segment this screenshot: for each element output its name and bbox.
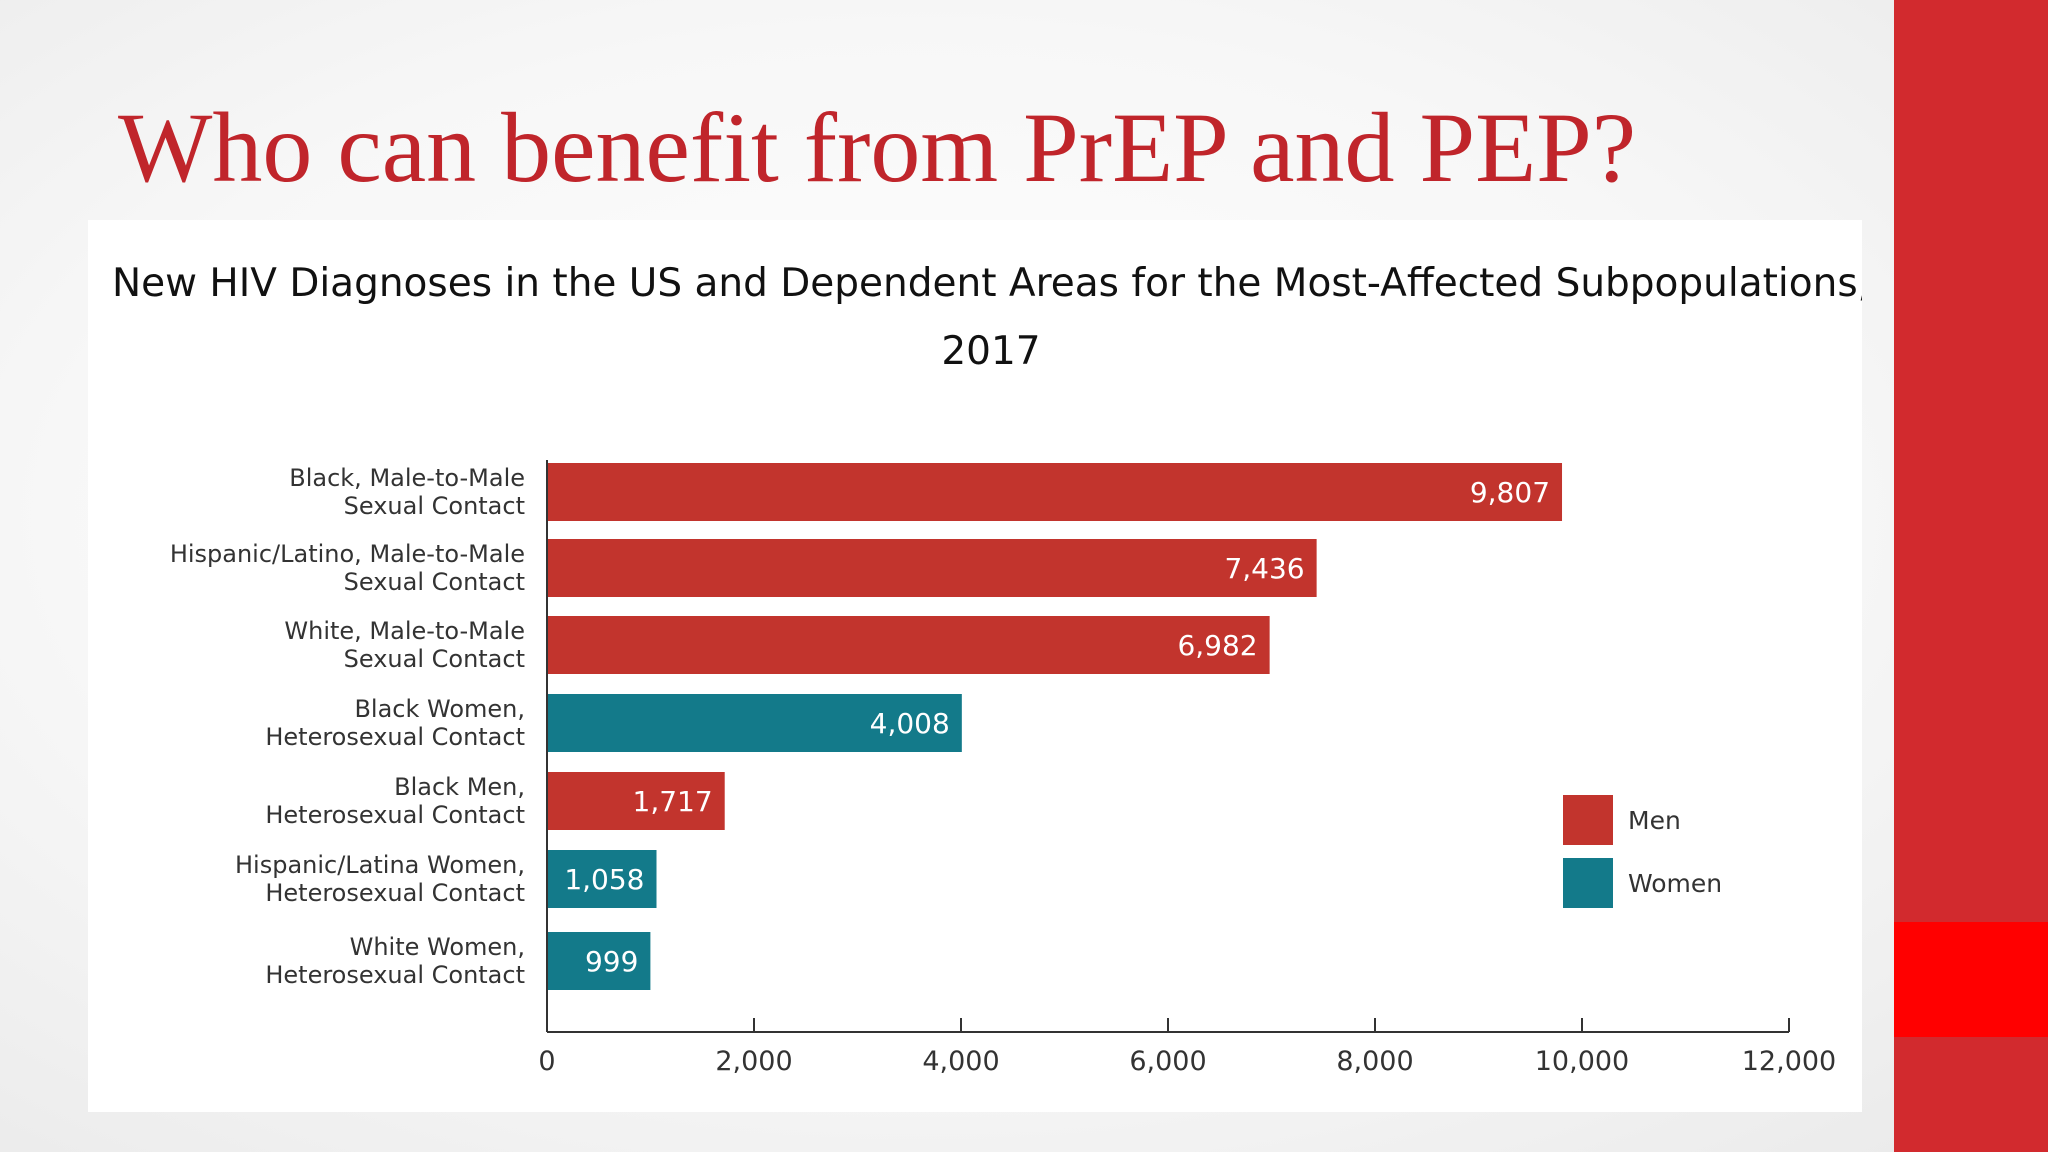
legend-swatch (1563, 795, 1613, 845)
bar-value-label: 9,807 (1470, 476, 1550, 509)
side-bar-accent (1894, 922, 2048, 1037)
bar (547, 850, 657, 908)
chart-panel: New HIV Diagnoses in the US and Dependen… (88, 220, 1862, 1112)
legend-label: Men (1628, 806, 1681, 835)
bar-value-label: 7,436 (1224, 552, 1304, 585)
chart-subtitle: 2017 (941, 329, 1040, 374)
x-tick-label: 6,000 (1129, 1046, 1206, 1077)
bar (547, 616, 1270, 674)
category-label: Black Women, Heterosexual Contact (265, 695, 525, 751)
bar-value-label: 4,008 (870, 707, 950, 740)
bar (547, 463, 1563, 521)
bar-value-label: 999 (585, 945, 638, 978)
category-labels: Black, Male-to-Male Sexual Contact Hispani… (170, 464, 525, 989)
bar-chart: New HIV Diagnoses in the US and Dependen… (112, 261, 1862, 1077)
slide-title: Who can benefit from PrEP and PEP? (118, 92, 1637, 203)
x-tick-label: 12,000 (1742, 1046, 1836, 1077)
category-label: Black, Male-to-Male Sexual Contact (289, 464, 525, 520)
x-tick-label: 4,000 (922, 1046, 999, 1077)
bar-value-label: 6,982 (1177, 629, 1257, 662)
category-label: Hispanic/Latino, Male-to-Male Sexual Cont… (170, 540, 525, 596)
x-axis: 0 2,000 4,000 6,000 8,000 10,000 12,000 (538, 460, 1836, 1077)
bar-value-label: 1,058 (564, 863, 644, 896)
bar (547, 694, 962, 752)
bar (547, 539, 1317, 597)
category-label: Black Men, Heterosexual Contact (265, 773, 525, 829)
category-label: White, Male-to-Male Sexual Contact (284, 617, 525, 673)
bars-layer: 9,807 7,436 6,982 4,008 1,717 1,058 999 (547, 463, 1563, 990)
x-tick-label: 10,000 (1535, 1046, 1629, 1077)
category-label: Hispanic/Latina Women, Heterosexual Conta… (235, 851, 525, 907)
bar-value-label: 1,717 (633, 785, 713, 818)
bar (547, 932, 651, 990)
legend-label: Women (1628, 869, 1722, 898)
chart-title: New HIV Diagnoses in the US and Dependen… (112, 261, 1862, 306)
category-label: White Women, Heterosexual Contact (265, 933, 525, 989)
legend: Men Women (1563, 795, 1722, 908)
bar (547, 772, 725, 830)
x-tick-label: 0 (538, 1046, 555, 1077)
x-tick-label: 2,000 (715, 1046, 792, 1077)
legend-swatch (1563, 858, 1613, 908)
x-tick-label: 8,000 (1336, 1046, 1413, 1077)
